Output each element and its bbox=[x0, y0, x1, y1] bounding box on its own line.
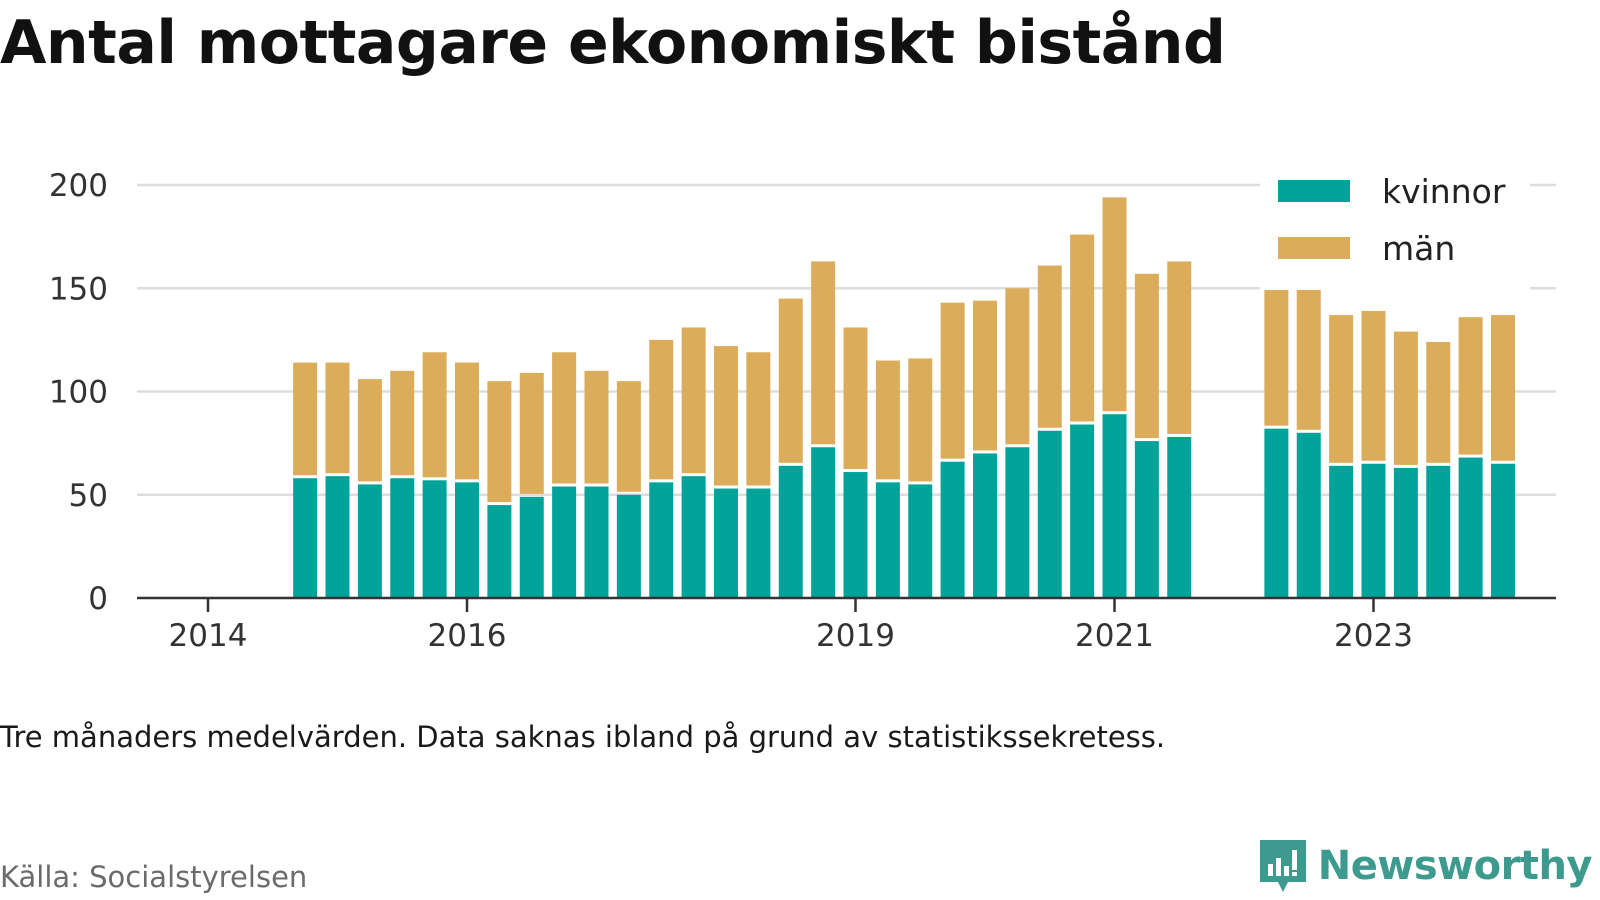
bar-man bbox=[746, 352, 771, 486]
bar-man bbox=[1167, 261, 1192, 434]
brand-logo: Newsworthy bbox=[1258, 838, 1593, 894]
bar-man bbox=[875, 360, 900, 480]
bar-man bbox=[973, 300, 997, 451]
bar-kvinnor bbox=[1167, 436, 1192, 598]
bar-kvinnor bbox=[325, 476, 350, 598]
bar-kvinnor bbox=[616, 494, 641, 598]
bar-kvinnor bbox=[357, 484, 382, 598]
bar-man bbox=[1037, 265, 1062, 428]
x-tick-label: 2021 bbox=[1075, 618, 1154, 654]
brand-name: Newsworthy bbox=[1317, 843, 1593, 889]
bar-man bbox=[778, 298, 803, 463]
bar-kvinnor bbox=[552, 486, 577, 598]
bar-kvinnor bbox=[1070, 424, 1095, 598]
x-tick-label: 2019 bbox=[816, 618, 895, 654]
bar-man bbox=[584, 370, 609, 484]
y-tick-label: 100 bbox=[49, 375, 108, 411]
bar-kvinnor bbox=[973, 453, 997, 598]
bar-man bbox=[1005, 288, 1030, 445]
bar-kvinnor bbox=[487, 505, 512, 598]
bar-kvinnor bbox=[649, 482, 674, 598]
bar-man bbox=[455, 362, 479, 480]
bars bbox=[293, 197, 1515, 598]
bar-man bbox=[843, 327, 868, 470]
bar-kvinnor bbox=[1134, 441, 1159, 598]
bar-man bbox=[1070, 234, 1095, 422]
bar-man bbox=[519, 372, 544, 494]
bar-man bbox=[908, 358, 933, 482]
bar-man bbox=[390, 370, 415, 476]
bar-man bbox=[1134, 273, 1159, 439]
bar-man bbox=[1329, 315, 1354, 463]
y-tick-label: 150 bbox=[49, 271, 108, 307]
bar-man bbox=[1393, 331, 1418, 465]
x-tick-label: 2014 bbox=[169, 618, 248, 654]
legend: kvinnor män bbox=[1260, 170, 1530, 290]
bar-kvinnor bbox=[1102, 414, 1127, 598]
bar-kvinnor bbox=[584, 486, 609, 598]
chart-note: Tre månaders medelvärden. Data saknas ib… bbox=[0, 720, 1166, 754]
y-tick-label: 0 bbox=[88, 581, 108, 617]
bar-kvinnor bbox=[1296, 432, 1321, 598]
bar-man bbox=[681, 327, 706, 474]
bar-kvinnor bbox=[778, 465, 803, 598]
bar-kvinnor bbox=[1037, 430, 1062, 598]
bar-kvinnor bbox=[390, 478, 415, 598]
bar-man bbox=[811, 261, 836, 445]
bar-man bbox=[487, 381, 512, 503]
bar-kvinnor bbox=[293, 478, 318, 598]
bar-man bbox=[1102, 197, 1127, 412]
bar-kvinnor bbox=[422, 480, 447, 598]
bar-kvinnor bbox=[746, 488, 771, 598]
chart-title: Antal mottagare ekonomiskt bistånd bbox=[0, 8, 1226, 78]
bar-kvinnor bbox=[875, 482, 900, 598]
bar-man bbox=[940, 302, 965, 459]
bar-man bbox=[1458, 317, 1483, 455]
bar-kvinnor bbox=[1329, 465, 1354, 598]
y-tick-label: 200 bbox=[49, 168, 108, 204]
bar-kvinnor bbox=[908, 484, 933, 598]
bar-kvinnor bbox=[1426, 465, 1451, 598]
bar-kvinnor bbox=[519, 496, 544, 598]
bar-man bbox=[357, 379, 382, 482]
legend-swatch-kvinnor bbox=[1278, 180, 1350, 202]
bar-kvinnor bbox=[811, 447, 836, 598]
source-label: Källa: Socialstyrelsen bbox=[0, 860, 308, 894]
x-axis-ticks: 2014 2016 2019 2021 2023 bbox=[169, 598, 1413, 654]
bar-man bbox=[1361, 310, 1386, 461]
bar-man bbox=[649, 339, 674, 480]
bar-man bbox=[552, 352, 577, 484]
legend-label-man: män bbox=[1382, 229, 1455, 268]
bar-kvinnor bbox=[1458, 457, 1483, 598]
bar-man bbox=[293, 362, 318, 476]
bar-kvinnor bbox=[940, 461, 965, 598]
bar-man bbox=[1426, 341, 1451, 463]
bar-man bbox=[714, 346, 738, 486]
newsworthy-logo-icon bbox=[1259, 840, 1306, 892]
bar-kvinnor bbox=[1393, 467, 1418, 598]
y-axis-ticks: 0 50 100 150 200 bbox=[49, 168, 108, 617]
bar-kvinnor bbox=[843, 472, 868, 598]
bar-man bbox=[422, 352, 447, 478]
bar-kvinnor bbox=[1361, 463, 1386, 598]
bar-kvinnor bbox=[714, 488, 738, 598]
bar-kvinnor bbox=[1264, 428, 1289, 598]
legend-label-kvinnor: kvinnor bbox=[1382, 172, 1506, 211]
x-tick-label: 2016 bbox=[428, 618, 507, 654]
y-tick-label: 50 bbox=[69, 478, 108, 514]
bar-man bbox=[1491, 315, 1515, 461]
bar-man bbox=[325, 362, 350, 474]
bar-man bbox=[616, 381, 641, 492]
bar-kvinnor bbox=[455, 482, 479, 598]
x-tick-label: 2023 bbox=[1334, 618, 1413, 654]
legend-swatch-man bbox=[1278, 237, 1350, 259]
bar-kvinnor bbox=[1491, 463, 1515, 598]
bar-kvinnor bbox=[1005, 447, 1030, 598]
bar-kvinnor bbox=[681, 476, 706, 598]
